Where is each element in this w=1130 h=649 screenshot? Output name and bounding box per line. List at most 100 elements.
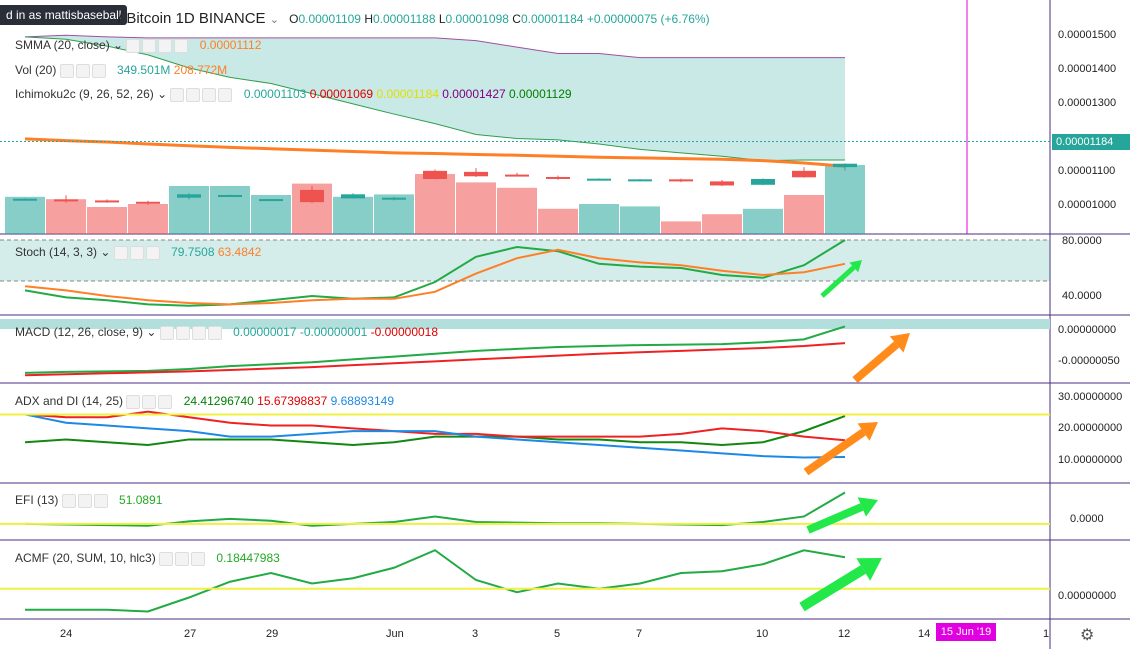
gear-icon[interactable] [129, 245, 144, 260]
close-icon[interactable] [91, 63, 106, 78]
smma-line [24, 137, 846, 168]
orange-arrow-head [889, 333, 910, 353]
eye-icon[interactable] [59, 63, 74, 78]
close-label: C [512, 12, 521, 26]
gear-icon[interactable] [142, 394, 157, 409]
stoch-legend[interactable]: Stoch (14, 3, 3) ⌄ 79.7508 63.4842 [15, 245, 262, 260]
candle-body [341, 194, 365, 199]
price-tick: 0.00001000 [1058, 199, 1117, 211]
eye-icon[interactable] [126, 38, 141, 53]
candle-body [218, 194, 242, 197]
open-label: O [289, 12, 299, 26]
smma-value: 0.00001112 [199, 38, 262, 52]
macd-value: -0.00000001 [299, 325, 368, 339]
eye-icon[interactable] [61, 493, 76, 508]
candle-body [587, 178, 611, 181]
adx-name: ADX and DI (14, 25) [15, 394, 124, 408]
stoch-k-line [24, 239, 846, 307]
chevron-down-icon[interactable]: ⌄ [269, 14, 279, 26]
adx-tick: 30.00000000 [1058, 391, 1123, 403]
stoch-tick: 40.0000 [1062, 290, 1102, 302]
volume-bar [87, 207, 127, 234]
volume-bar [415, 174, 455, 234]
change-value: +0.00000075 (+6.76%) [586, 12, 710, 26]
volume-bar [661, 221, 701, 234]
ichimoku-v3: 0.00001184 [376, 87, 439, 101]
vol-ma-value: 208.772M [173, 63, 228, 77]
orange-arrow [803, 428, 866, 476]
gear-icon[interactable] [186, 87, 201, 102]
candle-body [505, 174, 529, 177]
efi-legend[interactable]: EFI (13) 51.0891 [15, 493, 162, 508]
close-icon[interactable] [158, 394, 173, 409]
acmf-legend[interactable]: ACMF (20, SUM, 10, hlc3) 0.18447983 [15, 551, 280, 566]
acmf-line [25, 549, 846, 613]
gear-icon[interactable]: ⚙ [1080, 627, 1095, 644]
adx-legend[interactable]: ADX and DI (14, 25) 24.41296740 15.67398… [15, 394, 394, 409]
ohlc-readout: O0.00001109 H0.00001188 L0.00001098 C0.0… [289, 12, 709, 26]
minus-di-line [24, 413, 846, 459]
x-tick: 3 [472, 628, 479, 640]
eye-icon[interactable] [170, 87, 185, 102]
candle-body [423, 170, 447, 180]
volume-bar [538, 208, 578, 234]
gear-icon[interactable] [175, 325, 190, 340]
close-icon[interactable] [145, 245, 160, 260]
eye-icon[interactable] [126, 394, 141, 409]
ichimoku-v4: 0.00001427 [442, 87, 506, 101]
open-value: 0.00001109 [298, 12, 361, 26]
close-icon[interactable] [93, 493, 108, 508]
eye-icon[interactable] [159, 551, 174, 566]
low-label: L [438, 12, 446, 26]
braces-icon[interactable] [191, 325, 206, 340]
volume-bar [579, 204, 619, 234]
braces-icon[interactable] [158, 38, 173, 53]
gear-icon[interactable] [142, 38, 157, 53]
candle-body [751, 179, 775, 185]
candle-body [546, 176, 570, 179]
adx-value: 24.41296740 [183, 394, 254, 408]
close-icon[interactable] [207, 325, 222, 340]
gear-icon[interactable] [75, 63, 90, 78]
candle-body [177, 194, 201, 198]
close-icon[interactable] [191, 551, 206, 566]
green-arrow [799, 565, 866, 612]
vol-legend[interactable]: Vol (20) 349.501M 208.772M [15, 63, 227, 78]
eye-icon[interactable] [159, 325, 174, 340]
vol-name: Vol (20) [15, 63, 57, 77]
smma-legend[interactable]: SMMA (20, close) ⌄ 0.00001112 [15, 38, 262, 53]
eye-icon[interactable] [113, 245, 128, 260]
ichimoku-v1: 0.00001103 [243, 87, 307, 101]
close-value: 0.00001184 [520, 12, 584, 26]
x-tick: 10 [756, 628, 769, 640]
volume-bar [825, 165, 865, 234]
macd-signal-value: -0.00000018 [370, 325, 439, 339]
ichimoku-legend[interactable]: Ichimoku2c (9, 26, 52, 26) ⌄ 0.00001103 … [15, 87, 572, 102]
high-value: 0.00001188 [372, 12, 436, 26]
price-tick: 0.00001100 [1058, 165, 1116, 177]
x-tick: Jun [386, 628, 404, 640]
close-icon[interactable] [174, 38, 189, 53]
current-price-tag: 0.00001184 [1052, 134, 1130, 150]
volume-bar [210, 186, 250, 234]
macd-tick: 0.00000000 [1058, 324, 1117, 336]
green-arrow-head [849, 260, 862, 273]
price-tick: 0.00001400 [1058, 63, 1117, 75]
gear-icon[interactable] [77, 493, 92, 508]
adx-line [24, 415, 846, 447]
minus-di-value: 9.68893149 [330, 394, 394, 408]
login-tag: d in as mattisbaseball [0, 5, 128, 25]
braces-icon[interactable] [202, 87, 217, 102]
close-icon[interactable] [218, 87, 233, 102]
candle-body [136, 201, 160, 204]
candle-body [13, 198, 37, 201]
orange-arrow-head [857, 422, 878, 441]
smma-name: SMMA (20, close) [15, 38, 110, 52]
volume-bar [169, 186, 209, 234]
volume-bar [702, 214, 742, 234]
volume-bar [620, 206, 660, 234]
gear-icon[interactable] [175, 551, 190, 566]
volume-bar [784, 195, 824, 234]
macd-legend[interactable]: MACD (12, 26, close, 9) ⌄ 0.00000017 -0.… [15, 325, 439, 340]
